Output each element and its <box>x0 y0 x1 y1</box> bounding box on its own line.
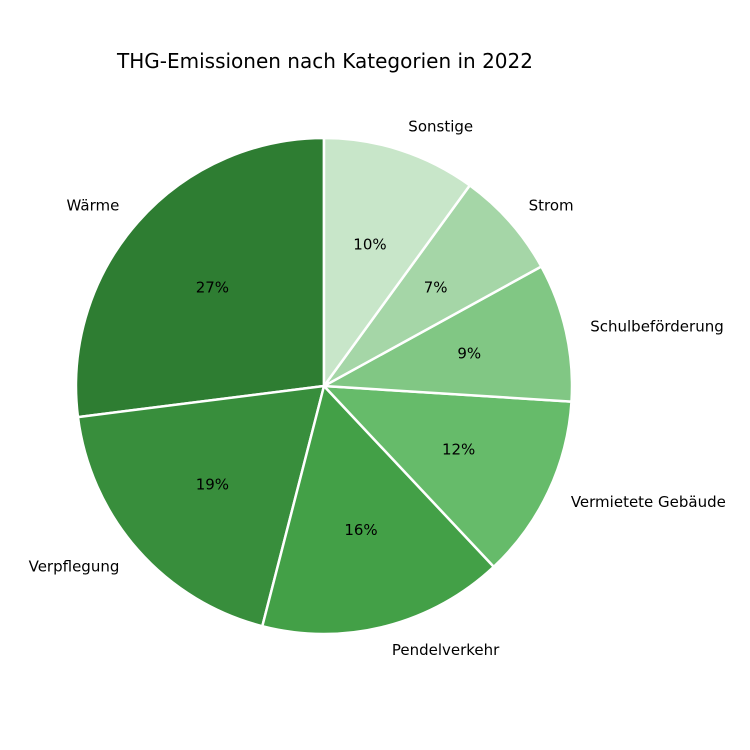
pie-slice <box>322 184 543 388</box>
pie-slice <box>322 384 573 569</box>
slice-category-label: Sonstige <box>408 118 473 136</box>
pie-slice <box>322 136 472 388</box>
slice-percent-label: 10% <box>353 235 386 253</box>
slice-percent-label: 9% <box>457 345 481 363</box>
pie-labels: 27% Wärme 19% Verpflegung 16% Pendelverkehr 12… <box>29 118 726 660</box>
slice-percent-label: 19% <box>196 475 229 493</box>
pie-slice <box>261 384 496 636</box>
slice-category-label: Schulbeförderung <box>590 317 724 335</box>
slice-category-label: Pendelverkehr <box>392 641 500 659</box>
slice-category-label: Verpflegung <box>29 557 120 575</box>
slice-category-label: Vermietete Gebäude <box>571 493 726 511</box>
slice-category-label: Strom <box>529 197 574 215</box>
slice-percent-label: 27% <box>196 279 229 297</box>
slice-percent-label: 16% <box>344 521 377 539</box>
pie-slice <box>322 265 574 403</box>
slice-category-label: Wärme <box>67 197 120 215</box>
pie-slice <box>76 384 326 628</box>
slice-percent-label: 7% <box>424 279 448 297</box>
pie-slices <box>74 136 574 636</box>
slice-percent-label: 12% <box>442 440 475 458</box>
pie-slice <box>74 136 326 419</box>
chart-title: THG-Emissionen nach Kategorien in 2022 <box>116 49 533 73</box>
